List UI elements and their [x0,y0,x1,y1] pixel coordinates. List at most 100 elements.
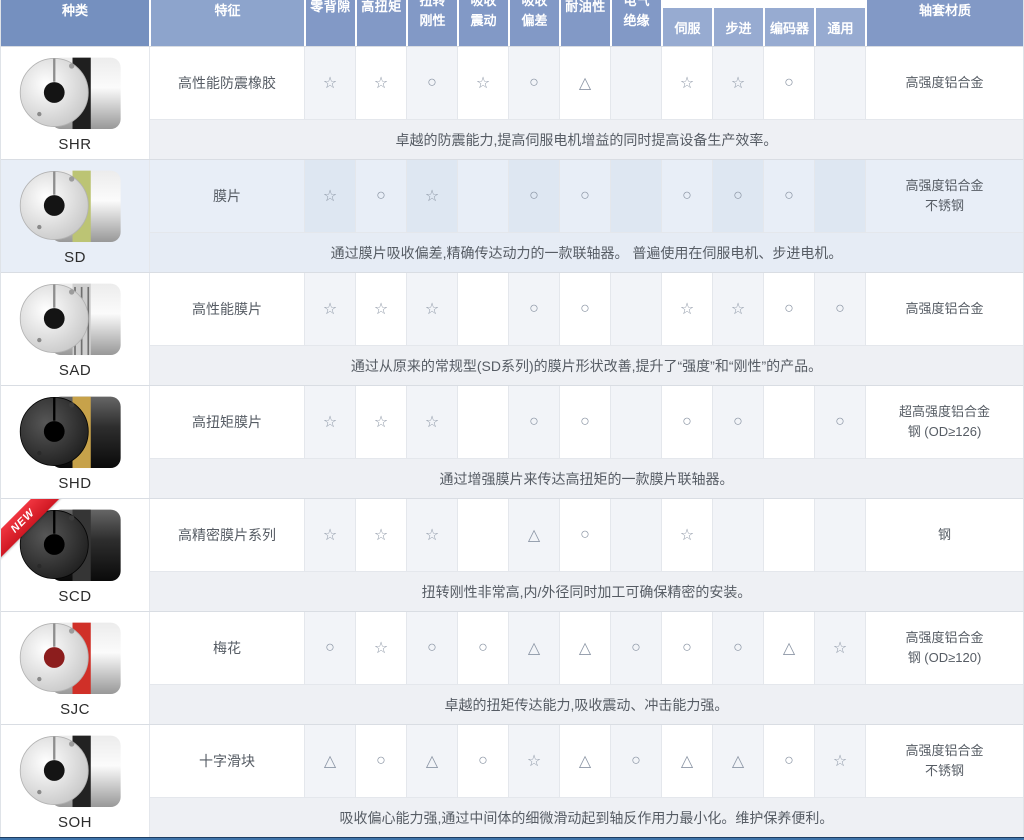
rating-cell-0: ☆ [304,160,355,232]
header-col-material-label: 轴套材质 [918,3,971,18]
header-col-symbol-2: 扭转 刚性 [406,0,457,46]
header-col-symbol-1: 高扭矩 [355,0,406,46]
rating-cell-3: ○ [457,725,508,797]
product-material: 高强度铝合金钢 (OD≥120) [865,612,1023,684]
product-row-soh[interactable]: SOH 十字滑块 △ ○ △ ○ ☆ △ ○ △ △ ○ ☆ 高强度铝合金 不锈钢 吸收偏心能力强,通过中间体… [1,724,1023,837]
rating-cell-10 [814,47,865,119]
product-feature: 高精密膜片系列 [149,499,304,571]
product-image-cell: SD [1,160,149,272]
product-image-cell: SHR [1,47,149,159]
header-col-symbol-0-label: 零背隙 [310,0,351,14]
product-code: SD [64,249,86,266]
product-image-cell: SAD [1,273,149,385]
product-material: 钢 [865,499,1023,571]
rating-cell-0: ☆ [304,47,355,119]
rating-cell-10 [814,499,865,571]
product-photo [19,735,121,808]
rating-cell-2: ○ [406,47,457,119]
product-feature: 高扭矩膜片 [149,386,304,458]
rating-cell-7: ☆ [661,499,712,571]
rating-cell-10: ☆ [814,725,865,797]
rating-cell-9 [763,499,814,571]
header-col-symbol-6: 电气 绝缘 [610,0,661,46]
rating-cell-7: ☆ [661,47,712,119]
header-col-type: 种类 [1,0,149,46]
rating-cell-8: △ [712,725,763,797]
rating-cell-5: ○ [559,386,610,458]
product-row-shd[interactable]: SHD 高扭矩膜片 ☆ ☆ ☆ ○ ○ ○ ○ ○ 超高强度铝合金钢 (OD≥126) 通过增强膜片来… [1,385,1023,498]
header-col-material: 轴套材质 [865,0,1023,46]
header-col-symbol-0: 零背隙 [304,0,355,46]
product-row-scd[interactable]: NEW SCD 高精密膜片系列 ☆ ☆ ☆ △ ○ ☆ 钢扭转刚性非常高,内/外径同时加工可确保精… [1,498,1023,611]
rating-cell-6: ○ [610,725,661,797]
rating-cell-3 [457,499,508,571]
rating-cell-4: ○ [508,160,559,232]
rating-cell-7: ○ [661,386,712,458]
header-col-symbol-1-label: 高扭矩 [361,0,402,14]
product-image-cell: SHD [1,386,149,498]
rating-cell-2: △ [406,725,457,797]
rating-cell-1: ☆ [355,612,406,684]
product-row-sjc[interactable]: SJC 梅花 ○ ☆ ○ ○ △ △ ○ ○ ○ △ ☆ 高强度铝合金钢 (OD≥120) 卓越的扭矩传达能… [1,611,1023,724]
rating-cell-3 [457,386,508,458]
product-description: 卓越的扭矩传达能力,吸收震动、冲击能力强。 [149,684,1023,724]
rating-cell-5: ○ [559,160,610,232]
product-feature: 高性能防震橡胶 [149,47,304,119]
rating-cell-4: △ [508,499,559,571]
header-col-feature-label: 特征 [214,3,241,18]
rating-cell-5: △ [559,47,610,119]
header-col-motor-2: 编码器 [763,0,814,46]
rating-cell-5: ○ [559,273,610,345]
rating-cell-6 [610,273,661,345]
header-col-symbol-5: 耐油性 [559,0,610,46]
rating-cell-9: △ [763,612,814,684]
header-col-symbol-5-label: 耐油性 [565,0,606,14]
rating-cell-3: ○ [457,612,508,684]
rating-cell-7: △ [661,725,712,797]
rating-cell-6: ○ [610,612,661,684]
rating-cell-1: ☆ [355,386,406,458]
rating-cell-1: ○ [355,725,406,797]
header-col-motor-0-label: 伺服 [663,8,712,46]
rating-cell-0: ☆ [304,499,355,571]
header-col-symbol-2-label: 扭转 刚性 [419,0,446,28]
rating-cell-9 [763,386,814,458]
header-col-motor-1-label: 步进 [714,8,763,46]
product-row-sad[interactable]: SAD 高性能膜片 ☆ ☆ ☆ ○ ○ ☆ ☆ ○ ○ 高强度铝合金 通过从原来的常规型(SD系列)的膜… [1,272,1023,385]
rating-cell-8: ☆ [712,273,763,345]
rating-cell-8: ☆ [712,47,763,119]
rating-cell-0: ○ [304,612,355,684]
rating-cell-10: ○ [814,386,865,458]
rating-cell-10 [814,160,865,232]
rating-cell-6 [610,499,661,571]
rating-cell-6 [610,386,661,458]
rating-cell-7: ○ [661,612,712,684]
rating-cell-4: △ [508,612,559,684]
product-photo [19,622,121,695]
rating-cell-9: ○ [763,273,814,345]
product-row-sd[interactable]: SD 膜片 ☆ ○ ☆ ○ ○ ○ ○ ○ 高强度铝合金 不锈钢 通过膜片吸收偏差,精确传达动力的一款联… [1,159,1023,272]
header-col-motor-1: 步进 [712,0,763,46]
header-col-symbol-4-label: 吸收 偏差 [521,0,548,28]
product-photo [19,57,121,130]
product-photo [19,396,121,469]
product-description: 通过从原来的常规型(SD系列)的膜片形状改善,提升了“强度”和“刚性”的产品。 [149,345,1023,385]
product-description: 吸收偏心能力强,通过中间体的细微滑动起到轴反作用力最小化。维护保养便利。 [149,797,1023,837]
product-code: SHD [58,475,92,492]
rating-cell-9: ○ [763,160,814,232]
rating-cell-2: ☆ [406,386,457,458]
table-body: SHR 高性能防震橡胶 ☆ ☆ ○ ☆ ○ △ ☆ ☆ ○ 高强度铝合金 卓越的防震能力,提高伺服电机增… [1,46,1023,837]
header-col-motor-3-label: 通用 [816,8,865,46]
product-image-cell: SOH [1,725,149,837]
table-bottom-accent-line [0,837,1024,840]
rating-cell-4: ☆ [508,725,559,797]
rating-cell-8 [712,499,763,571]
rating-cell-9: ○ [763,47,814,119]
rating-cell-0: △ [304,725,355,797]
rating-cell-5: △ [559,725,610,797]
header-col-symbol-6-label: 电气 绝缘 [623,0,650,28]
rating-cell-2: ☆ [406,273,457,345]
product-row-shr[interactable]: SHR 高性能防震橡胶 ☆ ☆ ○ ☆ ○ △ ☆ ☆ ○ 高强度铝合金 卓越的防震能力,提高伺服电机增… [1,46,1023,159]
product-feature: 膜片 [149,160,304,232]
